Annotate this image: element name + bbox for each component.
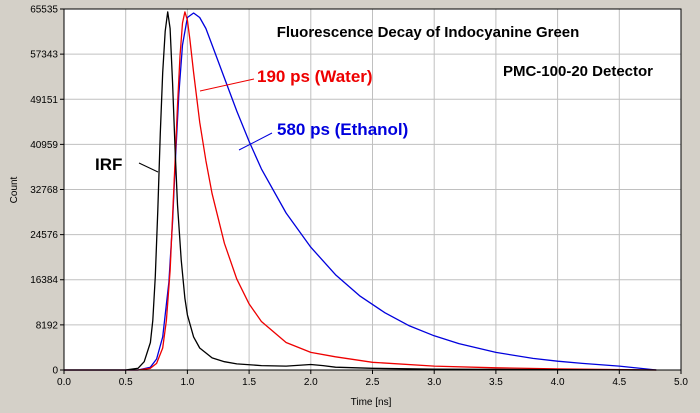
y-ticks: 0 8192 16384 24576 32768 40959 49151 57343 65535: [30, 5, 64, 377]
x-tick-label: 4.5: [612, 377, 626, 388]
irf-leader-line: [138, 162, 159, 173]
x-tick-label: 2.0: [304, 377, 318, 388]
x-tick-label: 3.0: [427, 377, 441, 388]
x-tick-label: 0.5: [119, 377, 133, 388]
y-tick-label: 16384: [30, 275, 58, 286]
irf-annotation: IRF: [95, 155, 122, 174]
y-tick-label: 8192: [36, 320, 59, 331]
y-tick-label: 40959: [30, 140, 58, 151]
water-annotation: 190 ps (Water): [257, 67, 373, 86]
grid: [64, 9, 681, 370]
ethanol-annotation: 580 ps (Ethanol): [277, 120, 408, 139]
x-tick-label: 2.5: [366, 377, 380, 388]
water-leader-line: [199, 78, 255, 92]
x-tick-label: 1.0: [180, 377, 194, 388]
x-tick-label: 4.0: [551, 377, 565, 388]
x-ticks: 0.0 0.5 1.0 1.5 2.0 2.5 3.0 3.5 4.0 4.5 5.0: [57, 370, 688, 388]
y-tick-label: 57343: [30, 50, 58, 61]
chart-subtitle: PMC-100-20 Detector: [503, 63, 653, 80]
y-axis-label: Count: [9, 176, 20, 203]
y-tick-label: 49151: [30, 95, 58, 106]
x-tick-label: 5.0: [674, 377, 688, 388]
series-line-irf: [64, 11, 657, 371]
series-layer: [64, 11, 657, 371]
x-tick-label: 1.5: [242, 377, 256, 388]
y-tick-label: 24576: [30, 230, 58, 241]
y-tick-label: 32768: [30, 185, 58, 196]
y-tick-label: 0: [52, 366, 58, 377]
x-tick-label: 3.5: [489, 377, 503, 388]
ethanol-leader-line: [238, 132, 273, 151]
x-tick-label: 0.0: [57, 377, 71, 388]
x-axis-label: Time [ns]: [351, 397, 392, 408]
y-tick-label: 65535: [30, 5, 58, 16]
chart-title: Fluorescence Decay of Indocyanine Green: [277, 24, 580, 41]
series-line-190-ps-water: [64, 11, 657, 371]
